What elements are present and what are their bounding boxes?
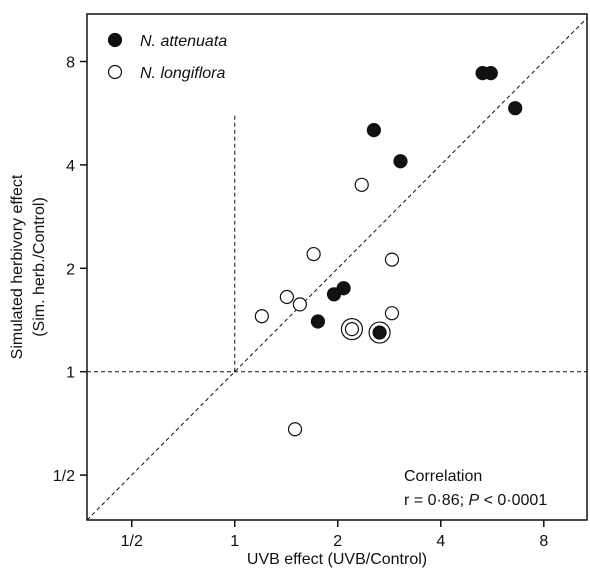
data-point-attenuata	[508, 101, 523, 116]
data-point-longiflora	[287, 422, 303, 437]
data-point-longiflora	[279, 289, 294, 305]
data-point-attenuata	[483, 66, 498, 81]
correlation-annotation: Correlation r = 0·86; P < 0·0001	[404, 468, 547, 509]
data-point-longiflora	[354, 177, 369, 192]
correlation-p-symbol: P	[468, 492, 479, 509]
x-tick-label: 8	[539, 533, 548, 550]
y-tick-label: 1/2	[53, 468, 75, 485]
x-tick-label: 1/2	[121, 533, 143, 550]
plot-layer: 1/2 1 2 4 8 1/2 1 2 4 8	[53, 13, 588, 550]
legend: N. attenuata N. longiflora	[107, 32, 227, 82]
correlation-title: Correlation	[404, 468, 482, 485]
data-point-longiflora	[254, 309, 269, 324]
y-tick-label: 1	[66, 365, 75, 382]
y-tick-label: 2	[66, 261, 75, 278]
legend-label-longiflora: N. longiflora	[140, 65, 225, 82]
data-point-attenuata	[366, 123, 381, 138]
highlight-ring	[340, 318, 364, 341]
data-point-longiflora	[384, 306, 400, 321]
data-point-attenuata	[372, 325, 387, 340]
y-tick-label: 8	[66, 55, 75, 72]
data-point-longiflora	[384, 252, 400, 267]
y-tick-label: 4	[66, 158, 75, 175]
data-point-longiflora	[292, 297, 307, 312]
legend-label-attenuata: N. attenuata	[140, 33, 227, 50]
data-point-attenuata	[326, 287, 342, 302]
plot-frame	[86, 13, 588, 521]
data-point-attenuata	[310, 314, 326, 329]
legend-marker-attenuata	[107, 32, 123, 48]
data-point-longiflora	[306, 246, 321, 262]
x-tick-label: 2	[333, 533, 342, 550]
highlight-ring	[368, 321, 391, 344]
y-axis-label-secondary: (Sim. herb./Control)	[31, 197, 48, 337]
x-axis-label: UVB effect (UVB/Control)	[247, 551, 427, 568]
x-tick-label: 1	[230, 533, 239, 550]
data-point-attenuata	[393, 154, 408, 169]
identity-line	[87, 17, 587, 520]
correlation-stats: r = 0·86; P < 0·0001	[404, 492, 547, 509]
legend-marker-longiflora	[107, 64, 123, 80]
correlation-r: r = 0·86;	[404, 492, 468, 509]
y-axis-label: Simulated herbivory effect	[9, 174, 26, 359]
x-tick-label: 4	[436, 533, 445, 550]
data-point-longiflora	[344, 322, 360, 337]
correlation-p-value: < 0·0001	[479, 492, 547, 509]
reference-lines	[87, 17, 587, 520]
